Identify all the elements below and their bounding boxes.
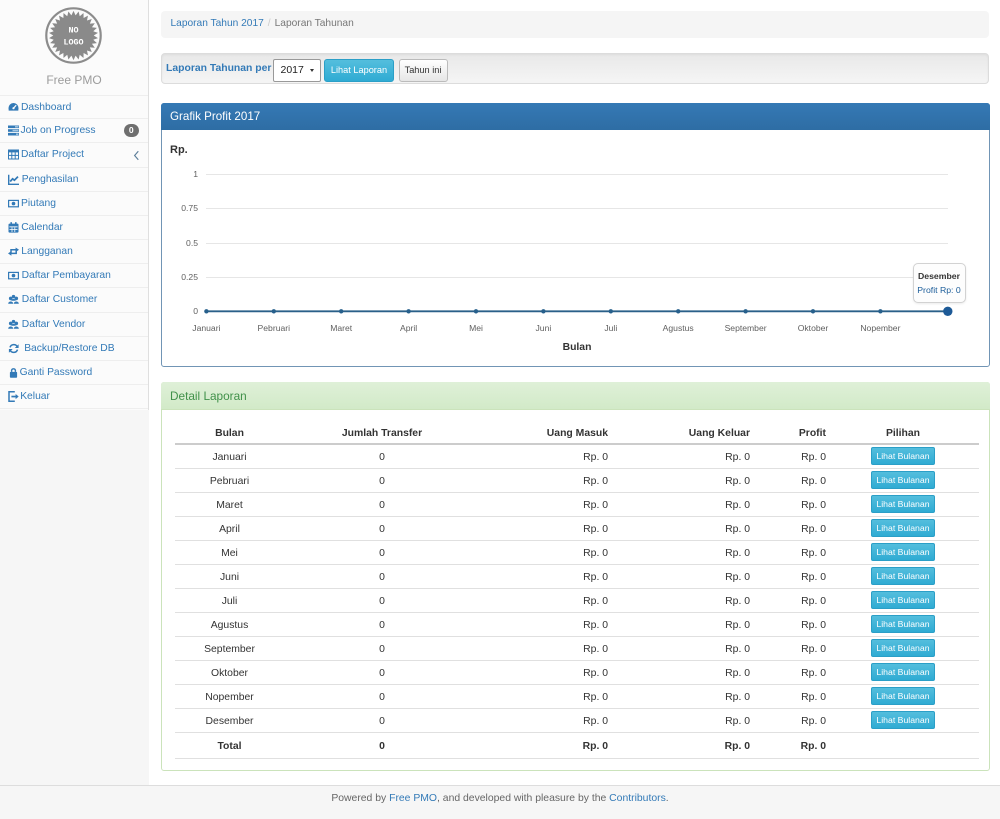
svg-text:LOGO: LOGO <box>63 37 83 47</box>
svg-text:NO: NO <box>68 26 78 36</box>
